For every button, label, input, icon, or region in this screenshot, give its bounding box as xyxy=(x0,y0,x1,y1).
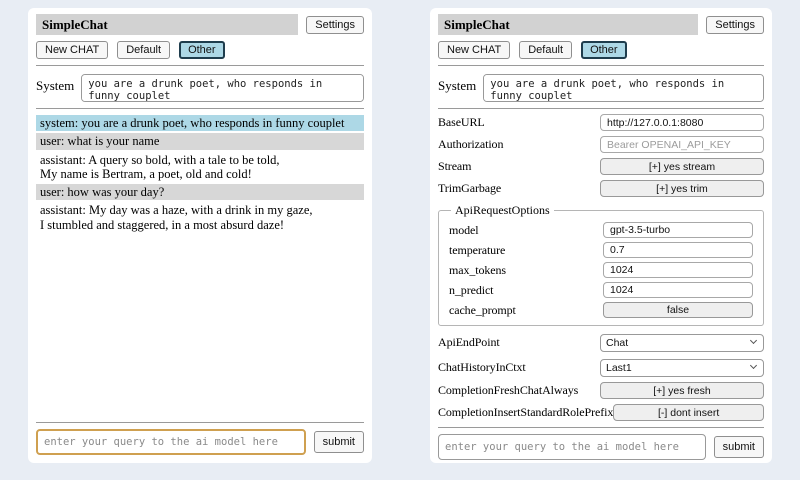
setting-row-completionfreshchatalways: CompletionFreshChatAlways [+] yes fresh xyxy=(438,382,764,399)
chat-message-assistant: assistant: My day was a haze, with a dri… xyxy=(40,203,313,232)
session-bar: New CHAT Default Other xyxy=(438,41,764,59)
temperature-input[interactable] xyxy=(603,242,753,258)
completionfreshchatalways-toggle-button[interactable]: [+] yes fresh xyxy=(600,382,764,399)
system-prompt-input[interactable]: you are a drunk poet, who responds in fu… xyxy=(81,74,364,102)
spacer xyxy=(36,235,364,416)
divider xyxy=(438,108,764,109)
query-input[interactable] xyxy=(438,434,706,460)
setting-row-temperature: temperature xyxy=(449,242,753,258)
divider xyxy=(438,427,764,428)
apiendpoint-select[interactable]: Chat xyxy=(600,334,764,352)
settings-button[interactable]: Settings xyxy=(306,15,364,34)
setting-row-chathistoryinctxt: ChatHistoryInCtxt Last1 xyxy=(438,358,764,377)
apiendpoint-label: ApiEndPoint xyxy=(438,335,500,349)
setting-row-authorization: Authorization xyxy=(438,136,764,153)
divider xyxy=(438,65,764,66)
titlebar: SimpleChat Settings xyxy=(438,14,764,35)
settings-button[interactable]: Settings xyxy=(706,15,764,34)
new-chat-button[interactable]: New CHAT xyxy=(36,41,109,59)
n-predict-input[interactable] xyxy=(603,282,753,298)
completionfreshchatalways-label: CompletionFreshChatAlways xyxy=(438,383,579,397)
chat-message-system: system: you are a drunk poet, who respon… xyxy=(36,115,364,132)
new-chat-button[interactable]: New CHAT xyxy=(438,41,511,59)
setting-row-max-tokens: max_tokens xyxy=(449,262,753,278)
completioninsertstandardroleprefix-toggle-button[interactable]: [-] dont insert xyxy=(613,404,764,421)
settings-window: SimpleChat Settings New CHAT Default Oth… xyxy=(430,8,772,463)
submit-button[interactable]: submit xyxy=(713,436,764,458)
stream-label: Stream xyxy=(438,159,472,173)
query-bar: submit xyxy=(36,429,364,455)
baseurl-label: BaseURL xyxy=(438,115,485,129)
session-bar: New CHAT Default Other xyxy=(36,41,364,59)
setting-row-cache-prompt: cache_prompt false xyxy=(449,302,753,318)
system-prompt-label: System xyxy=(36,78,75,93)
system-prompt-input[interactable]: you are a drunk poet, who responds in fu… xyxy=(483,74,764,102)
stream-toggle-button[interactable]: [+] yes stream xyxy=(600,158,764,175)
divider xyxy=(36,108,364,109)
n-predict-label: n_predict xyxy=(449,282,494,297)
app-title: SimpleChat xyxy=(438,14,699,35)
setting-row-completioninsertstandardroleprefix: CompletionInsertStandardRolePrefix [-] d… xyxy=(438,404,764,421)
baseurl-input[interactable] xyxy=(600,114,764,131)
app-title: SimpleChat xyxy=(36,14,299,35)
divider xyxy=(36,65,364,66)
temperature-label: temperature xyxy=(449,242,506,257)
chathistoryinctxt-select-wrap: Last1 xyxy=(600,358,764,377)
api-request-options-fieldset: ApiRequestOptions model temperature max_… xyxy=(438,203,764,326)
setting-row-apiendpoint: ApiEndPoint Chat xyxy=(438,333,764,352)
session-button-other[interactable]: Other xyxy=(581,41,627,59)
cache-prompt-toggle-button[interactable]: false xyxy=(603,302,753,318)
completioninsertstandardroleprefix-label: CompletionInsertStandardRolePrefix xyxy=(438,405,614,419)
trimgarbage-label: TrimGarbage xyxy=(438,181,502,195)
divider xyxy=(36,422,364,423)
model-input[interactable] xyxy=(603,222,753,238)
setting-row-model: model xyxy=(449,222,753,238)
chathistoryinctxt-select[interactable]: Last1 xyxy=(600,359,764,377)
max-tokens-label: max_tokens xyxy=(449,262,506,277)
setting-row-stream: Stream [+] yes stream xyxy=(438,158,764,175)
session-button-default[interactable]: Default xyxy=(519,41,573,59)
max-tokens-input[interactable] xyxy=(603,262,753,278)
setting-row-n-predict: n_predict xyxy=(449,282,753,298)
api-request-options-legend: ApiRequestOptions xyxy=(455,203,550,217)
chathistoryinctxt-label: ChatHistoryInCtxt xyxy=(438,360,526,374)
trimgarbage-toggle-button[interactable]: [+] yes trim xyxy=(600,180,764,197)
system-prompt-row: System you are a drunk poet, who respond… xyxy=(36,74,364,102)
titlebar: SimpleChat Settings xyxy=(36,14,364,35)
submit-button[interactable]: submit xyxy=(313,431,364,453)
session-button-other[interactable]: Other xyxy=(179,41,225,59)
model-label: model xyxy=(449,222,479,237)
authorization-input[interactable] xyxy=(600,136,764,153)
chat-messages: system: you are a drunk poet, who respon… xyxy=(36,115,364,235)
apiendpoint-select-wrap: Chat xyxy=(600,333,764,352)
cache-prompt-label: cache_prompt xyxy=(449,302,516,317)
system-prompt-label: System xyxy=(438,78,477,93)
session-button-default[interactable]: Default xyxy=(117,41,171,59)
query-bar: submit xyxy=(438,434,764,460)
chat-message-user: user: what is your name xyxy=(36,133,364,150)
query-input[interactable] xyxy=(36,429,306,455)
chat-window: SimpleChat Settings New CHAT Default Oth… xyxy=(28,8,372,463)
setting-row-trimgarbage: TrimGarbage [+] yes trim xyxy=(438,180,764,197)
chat-message-assistant: assistant: A query so bold, with a tale … xyxy=(40,152,280,181)
authorization-label: Authorization xyxy=(438,137,504,151)
desktop: SimpleChat Settings New CHAT Default Oth… xyxy=(28,8,772,463)
system-prompt-row: System you are a drunk poet, who respond… xyxy=(438,74,764,102)
chat-message-user: user: how was your day? xyxy=(36,184,364,201)
setting-row-baseurl: BaseURL xyxy=(438,114,764,131)
